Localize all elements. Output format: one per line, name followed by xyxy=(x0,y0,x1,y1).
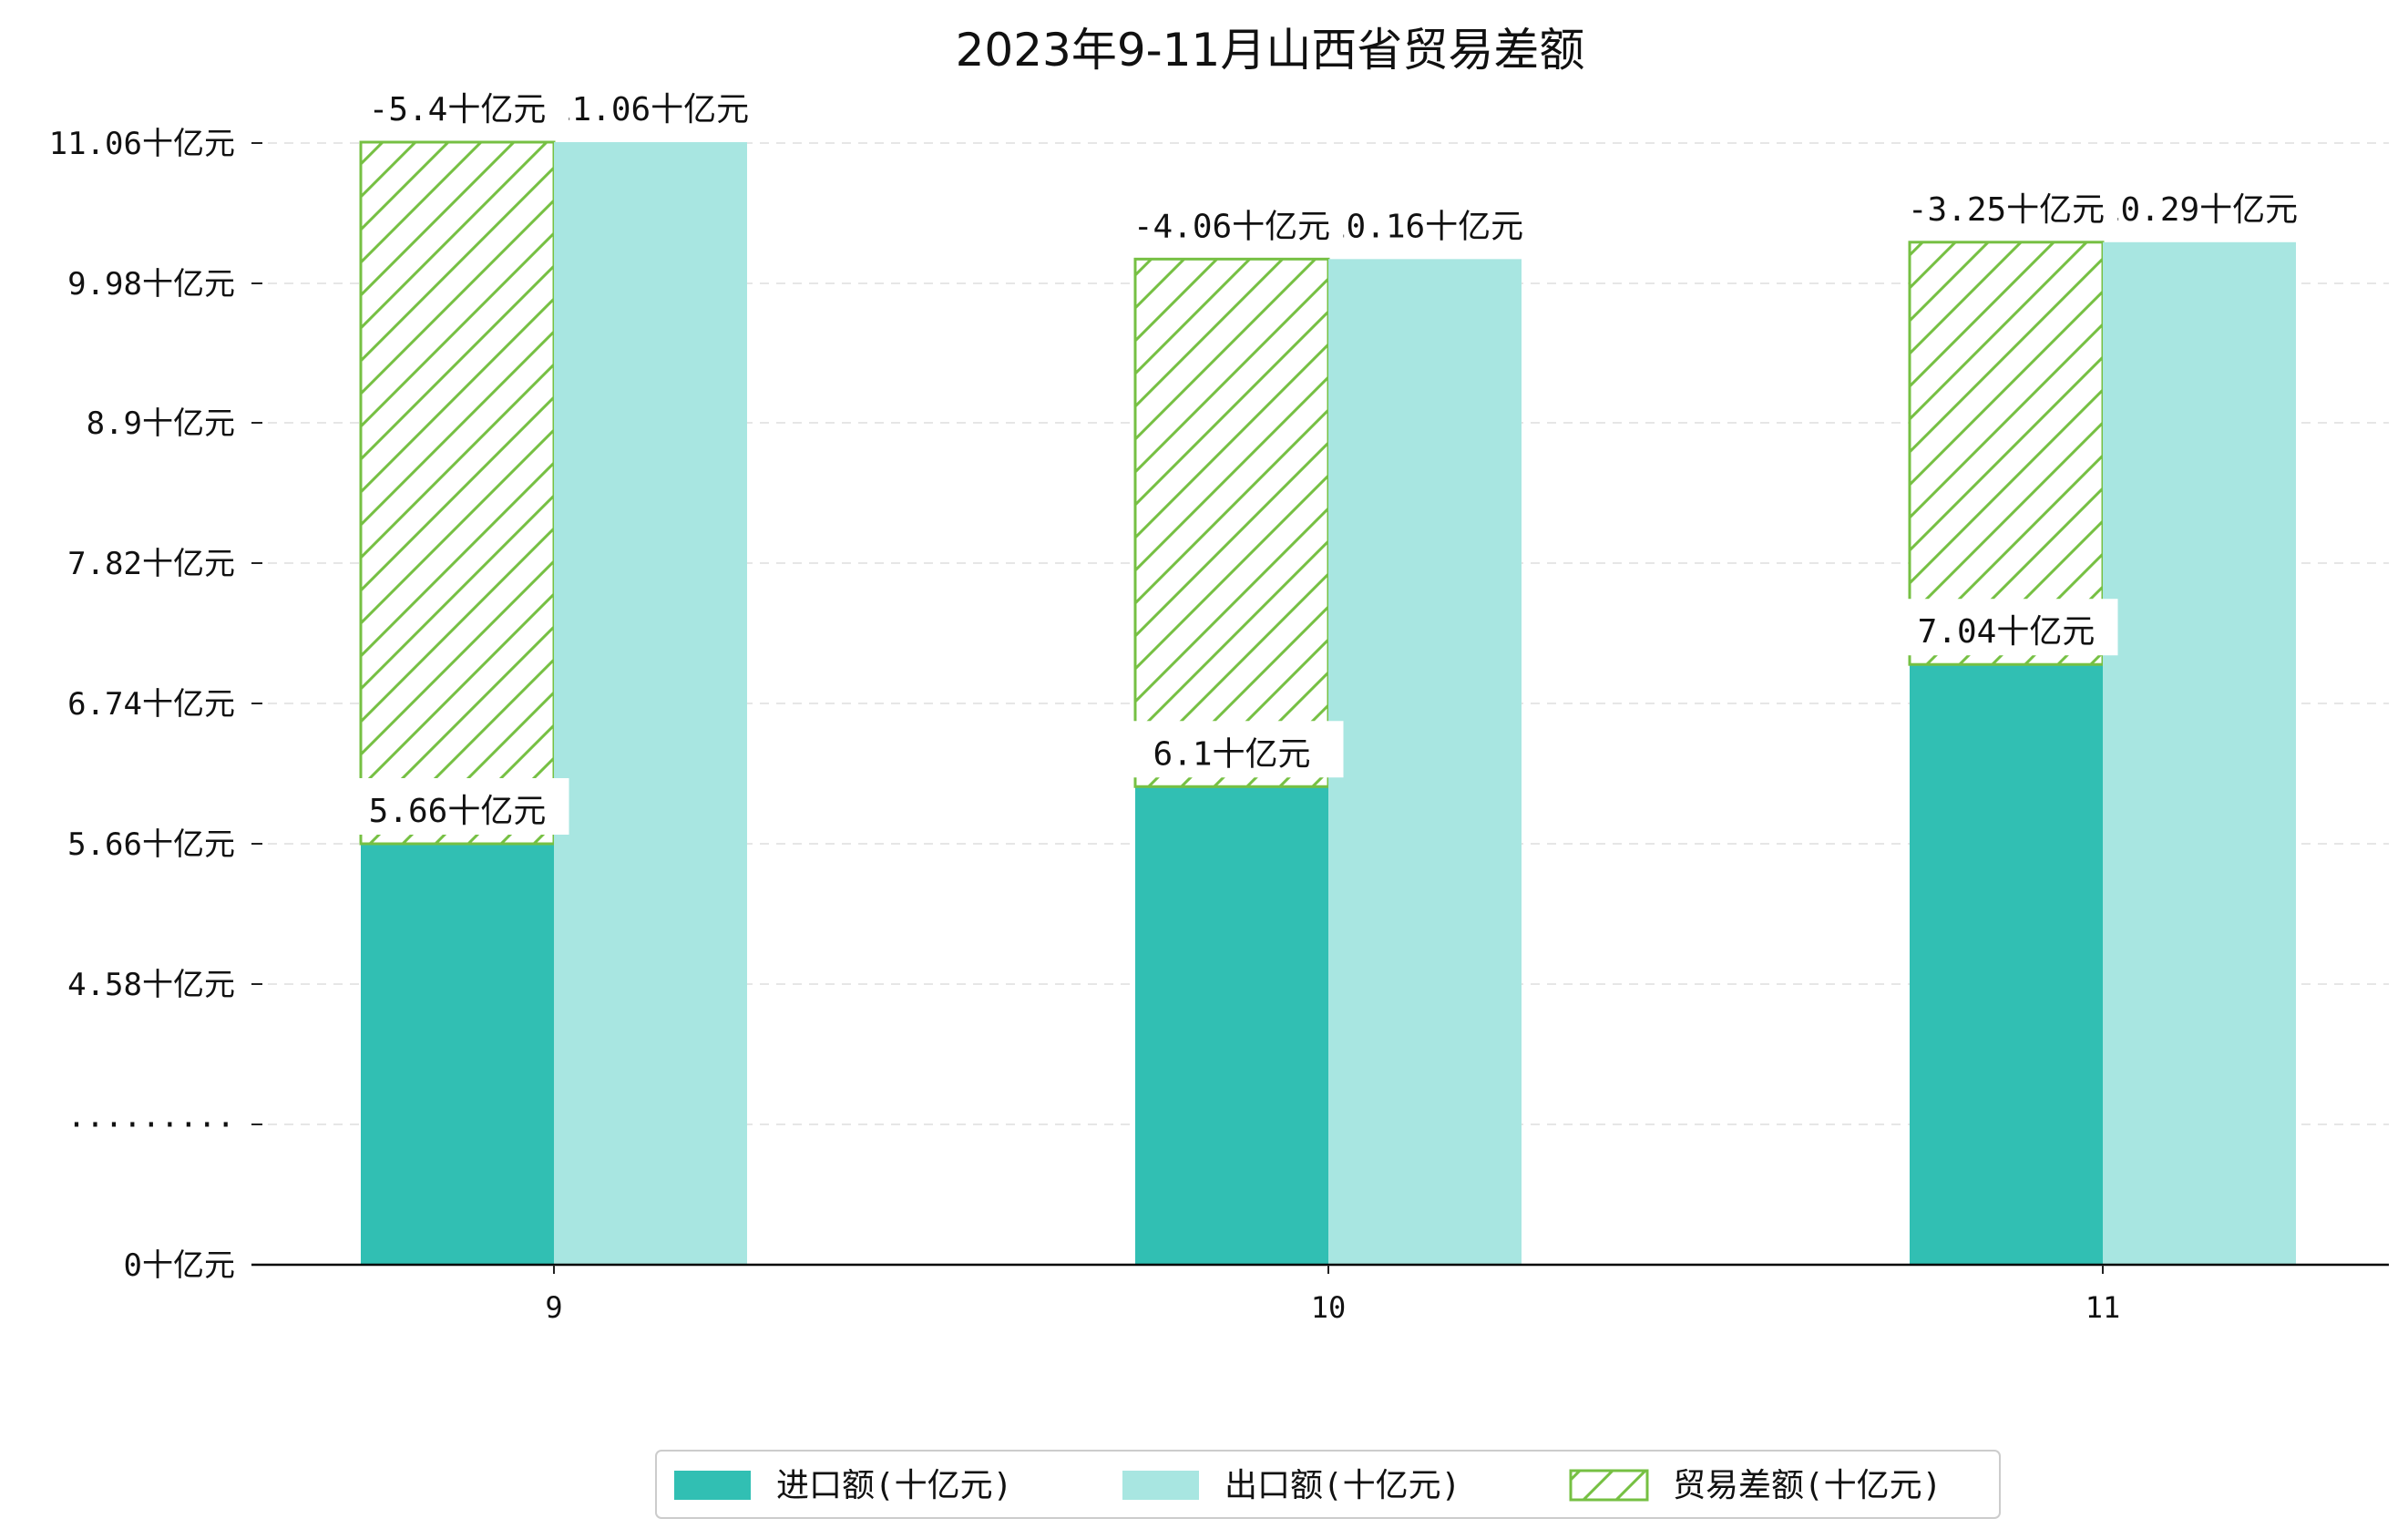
y-tick-label: 5.66十亿元 xyxy=(67,826,235,863)
data-label-export-bg xyxy=(2087,176,2311,233)
x-tick-label: 9 xyxy=(545,1290,562,1325)
legend: 进口额(十亿元) 出口额(十亿元) 贸易差额(十亿元) xyxy=(655,1450,2001,1519)
bar-balance-9 xyxy=(359,140,556,846)
legend-label-2: 贸易差额(十亿元) xyxy=(1673,1467,1942,1504)
axes: 0十亿元 ········· 4.58十亿元 5.66十亿元 6.74十亿元 7.82十亿… xyxy=(49,126,2389,1325)
bar-export-11 xyxy=(2103,241,2296,1266)
legend-swatch-2 xyxy=(1569,1469,1649,1502)
x-tick-label: 11 xyxy=(2085,1290,2121,1325)
y-tick-label: 8.9十亿元 xyxy=(87,405,235,442)
y-tick-label: 4.58十亿元 xyxy=(67,967,235,1003)
data-label-import: 6.1十亿元 xyxy=(1153,735,1310,773)
bar-balance-11 xyxy=(1908,241,2105,666)
chart-title: 2023年9-11月山西省贸易差额 xyxy=(956,24,1585,77)
legend-swatch-0 xyxy=(674,1471,751,1500)
data-label-import-bg xyxy=(1894,599,2118,656)
data-label-import: 5.66十亿元 xyxy=(369,793,547,830)
legend-box xyxy=(655,1450,2001,1519)
y-tick-label: 0十亿元 xyxy=(124,1247,235,1284)
y-tick-label: 7.82十亿元 xyxy=(67,546,235,582)
bar-export-9 xyxy=(554,142,747,1265)
data-label-balance-bg xyxy=(1894,176,2118,233)
bar-import-11 xyxy=(1910,664,2103,1265)
y-tick-label: 11.06十亿元 xyxy=(49,126,235,162)
data-label-import-bg xyxy=(345,778,569,835)
bar-balance-10 xyxy=(1133,257,1330,788)
data-label-export: 10.16十亿元 xyxy=(1327,208,1523,245)
bar-import-9 xyxy=(361,844,554,1265)
y-tick-label: ········· xyxy=(67,1107,235,1144)
x-tick-label: 10 xyxy=(1311,1290,1347,1325)
data-label-balance: -5.4十亿元 xyxy=(369,91,547,128)
data-label-balance-bg xyxy=(345,77,569,133)
legend-label-1: 出口额(十亿元) xyxy=(1224,1467,1460,1504)
data-label-import-bg xyxy=(1120,721,1344,778)
data-label-export-bg xyxy=(538,77,763,133)
data-labels: 5.66十亿元 11.06十亿元-5.4十亿元 6.1十亿元 10.16十亿元-4.0… xyxy=(345,77,2311,835)
bars xyxy=(359,140,2296,1266)
data-label-balance: -3.25十亿元 xyxy=(1908,191,2105,229)
data-label-balance: -4.06十亿元 xyxy=(1133,208,1330,245)
data-label-export: 10.29十亿元 xyxy=(2101,191,2298,229)
data-label-export: 11.06十亿元 xyxy=(552,91,749,128)
legend-label-0: 进口额(十亿元) xyxy=(776,1467,1012,1504)
y-tick-label: 6.74十亿元 xyxy=(67,686,235,723)
data-label-balance-bg xyxy=(1120,193,1344,251)
data-label-import: 7.04十亿元 xyxy=(1918,613,2095,651)
legend-swatch-1 xyxy=(1122,1471,1199,1500)
data-label-export-bg xyxy=(1313,193,1537,251)
y-tick-label: 9.98十亿元 xyxy=(67,266,235,303)
bar-import-10 xyxy=(1135,786,1328,1265)
bar-export-10 xyxy=(1328,259,1522,1265)
